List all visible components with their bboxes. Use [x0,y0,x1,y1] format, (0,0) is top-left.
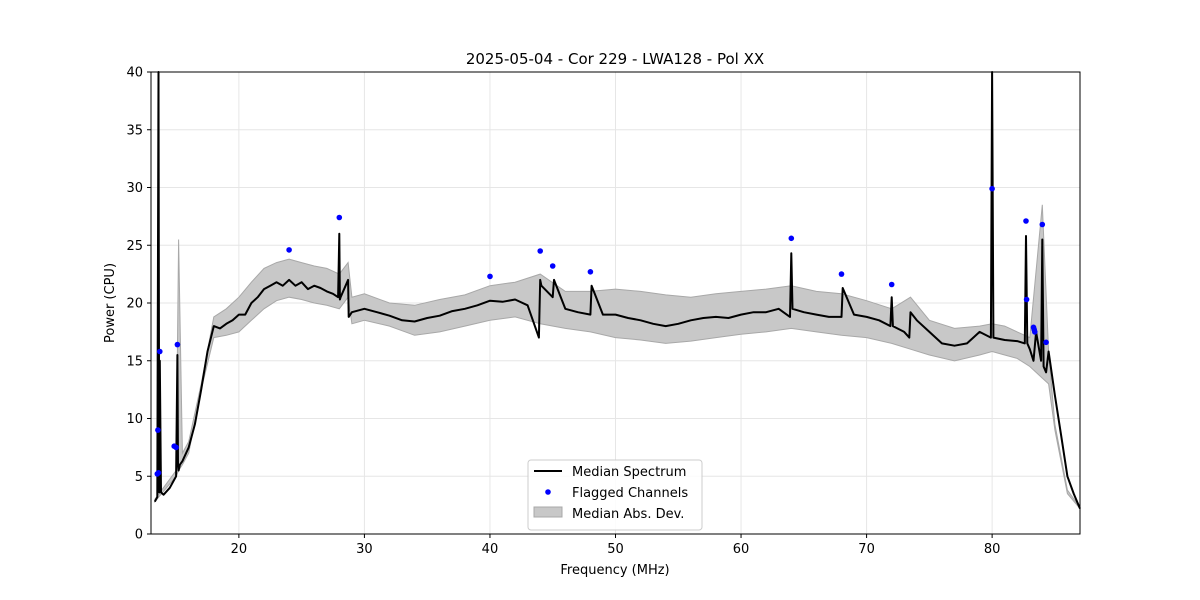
flagged-channel-point [157,348,163,355]
flagged-channel-point [1043,339,1049,346]
flagged-channel-point [549,263,556,269]
legend-band-swatch [533,506,563,518]
x-tick-label: 50 [607,542,624,557]
x-axis-ticks: 20 30 40 50 60 70 80 [231,534,1001,557]
x-tick-label: 20 [231,542,248,557]
flagged-channel-point [838,271,845,277]
flagged-channel-point [286,247,292,253]
flagged-channel-point [173,444,179,451]
y-tick-label: 40 [126,66,143,81]
legend-dot-swatch [545,489,551,495]
flagged-channel-point [155,427,161,433]
y-tick-label: 35 [126,123,143,138]
legend: Median Spectrum Flagged Channels Median … [527,459,703,531]
x-tick-label: 40 [482,542,499,557]
chart-title: 2025-05-04 - Cor 229 - LWA128 - Pol XX [466,50,764,68]
flagged-channel-point [587,269,594,275]
x-tick-label: 70 [858,542,875,557]
x-tick-label: 60 [733,542,750,557]
flagged-channel-point [888,281,895,288]
flagged-points [154,185,1049,477]
legend-median-abs-dev: Median Abs. Dev. [572,507,684,522]
legend-flagged-channels: Flagged Channels [572,486,688,501]
median-spectrum-line [153,71,1081,509]
x-axis-label: Frequency (MHz) [560,563,669,578]
flagged-channel-point [155,470,162,476]
y-axis-ticks: 0 5 10 15 20 25 30 35 40 [126,66,151,543]
x-tick-label: 30 [356,542,373,557]
legend-median-spectrum: Median Spectrum [572,465,686,480]
flagged-channel-point [487,273,493,280]
flagged-channel-point [537,248,543,254]
flagged-channel-point [336,214,343,221]
y-tick-label: 30 [126,181,143,196]
flagged-channel-point [1023,218,1029,224]
flagged-channel-point [989,185,995,192]
flagged-channel-point [1039,221,1046,228]
y-tick-label: 0 [135,528,143,543]
flagged-channel-point [1032,329,1038,335]
flagged-channel-point [788,235,795,242]
y-tick-label: 15 [126,354,143,369]
y-tick-label: 20 [126,297,143,312]
x-tick-label: 80 [984,542,1001,557]
flagged-channel-point [174,341,181,348]
median-line [153,71,1081,509]
flagged-channel-point [1023,296,1030,303]
y-tick-label: 25 [126,239,143,254]
y-tick-label: 10 [126,412,143,427]
y-axis-label: Power (CPU) [103,263,118,343]
y-tick-label: 5 [135,470,143,485]
legend-box [527,459,703,531]
